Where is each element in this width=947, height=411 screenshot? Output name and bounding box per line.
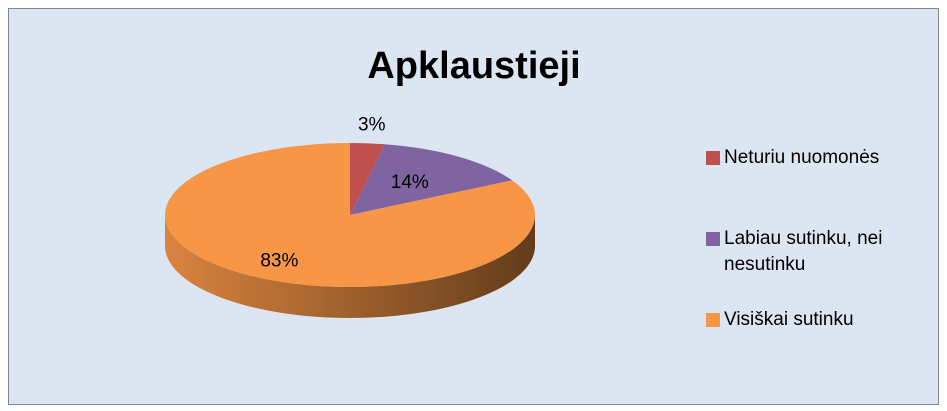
legend-item: Neturiu nuomonės bbox=[706, 145, 936, 171]
legend-label: Labiau sutinku, nei nesutinku bbox=[724, 228, 883, 275]
chart-title: Apklaustieji bbox=[367, 45, 580, 87]
legend-swatch bbox=[706, 232, 720, 246]
data-label: 83% bbox=[260, 250, 298, 271]
legend-label: Visiškai sutinku bbox=[724, 309, 854, 330]
legend-item: Labiau sutinku, nei nesutinku bbox=[706, 226, 936, 278]
data-label: 3% bbox=[358, 114, 386, 135]
legend-item: Visiškai sutinku bbox=[706, 307, 936, 333]
pie-slice bbox=[350, 143, 385, 215]
pie-slice bbox=[165, 143, 535, 288]
data-label: 14% bbox=[391, 172, 429, 193]
legend-swatch bbox=[706, 151, 720, 165]
legend-swatch bbox=[706, 313, 720, 327]
pie-slice bbox=[350, 144, 513, 215]
legend-label: Neturiu nuomonės bbox=[724, 147, 880, 168]
pie-side-shade bbox=[165, 215, 535, 318]
